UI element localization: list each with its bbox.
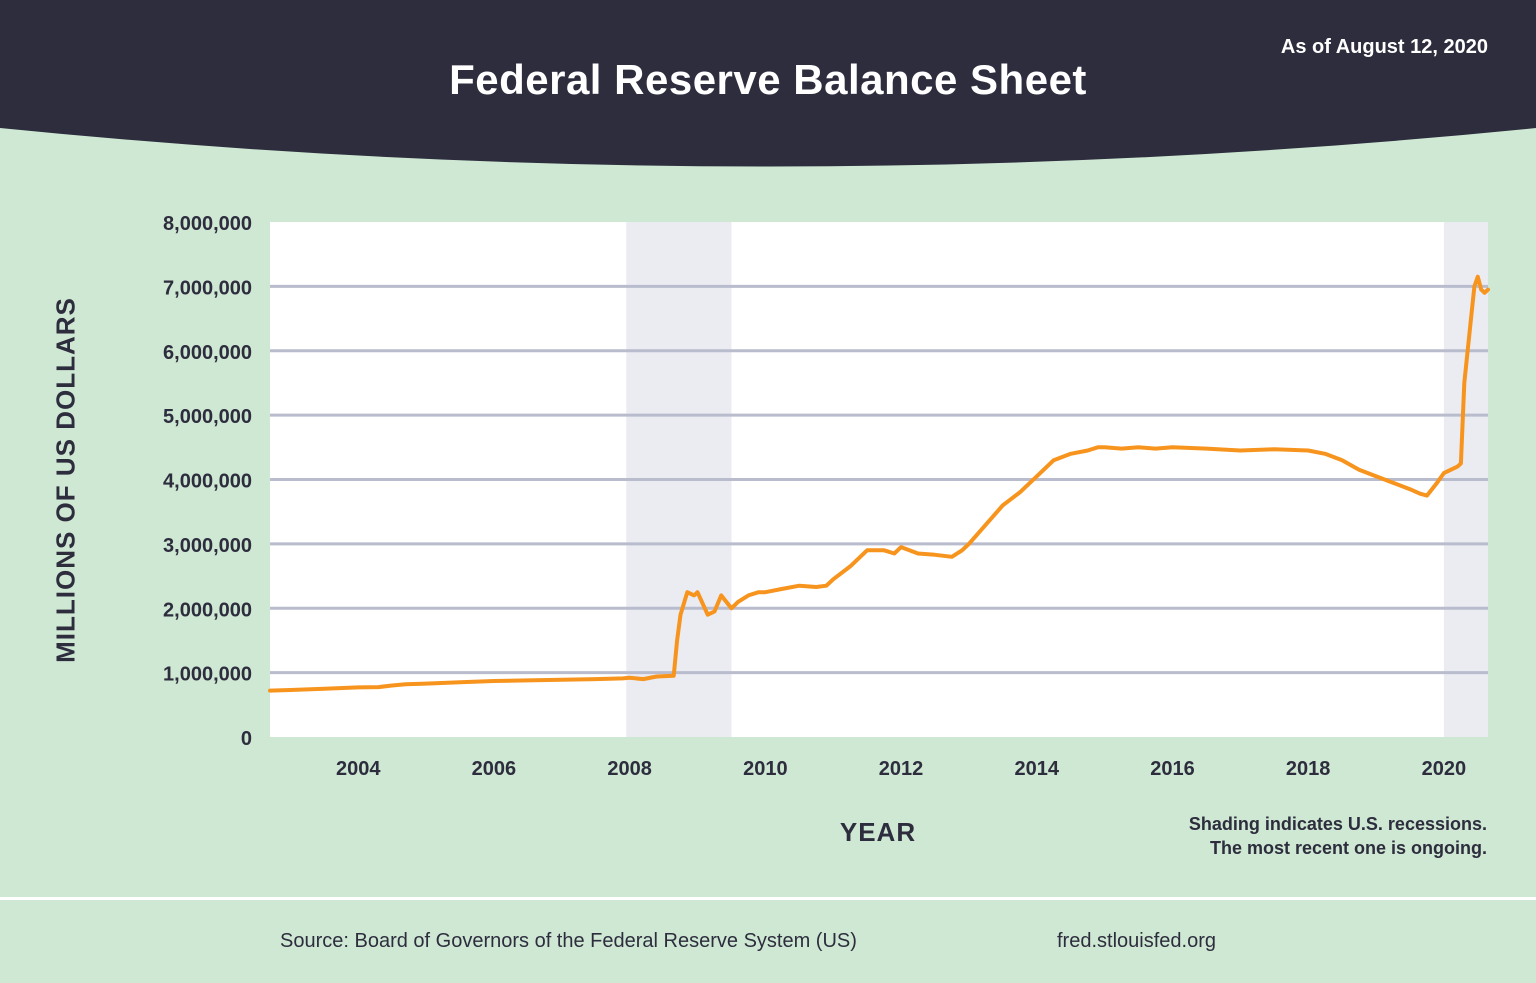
header-banner: [0, 0, 1536, 167]
series-line-1: [268, 274, 1490, 693]
x-tick-label: 2006: [472, 758, 517, 780]
y-tick-label: 6,000,000: [163, 342, 252, 364]
footer-url[interactable]: fred.stlouisfed.org: [1057, 930, 1216, 952]
y-tick-label: 0: [241, 728, 252, 750]
footer-background: [0, 900, 1536, 983]
y-tick-label: 1,000,000: [163, 664, 252, 686]
as-of-date: As of August 12, 2020: [1280, 36, 1488, 58]
y-tick-label: 2,000,000: [163, 599, 252, 621]
y-tick-label: 4,000,000: [163, 471, 252, 493]
chart-title: Federal Reserve Balance Sheet: [449, 56, 1087, 103]
footer-divider: [0, 897, 1536, 900]
footer-source: Source: Board of Governors of the Federa…: [280, 930, 857, 952]
x-tick-label: 2020: [1422, 758, 1467, 780]
x-tick-label: 2014: [1015, 758, 1060, 780]
y-tick-label: 3,000,000: [163, 535, 252, 557]
y-tick-label: 5,000,000: [163, 406, 252, 428]
y-axis-title-text: MILLIONS OF US DOLLARS: [50, 297, 81, 663]
x-tick-label: 2016: [1150, 758, 1195, 780]
x-axis-title: YEAR: [839, 817, 917, 847]
recession-note: Shading indicates U.S. recessions. The m…: [1189, 812, 1487, 860]
y-tick-label: 7,000,000: [163, 277, 252, 299]
recession-note-line-2: The most recent one is ongoing.: [1209, 838, 1487, 858]
x-tick-label: 2012: [879, 758, 924, 780]
x-tick-label: 2004: [336, 758, 381, 780]
x-tick-label: 2018: [1286, 758, 1331, 780]
y-tick-label: 8,000,000: [163, 213, 252, 235]
x-tick-label: 2010: [743, 758, 788, 780]
recession-note-line-1: Shading indicates U.S. recessions.: [1188, 814, 1487, 834]
x-tick-label: 2008: [607, 758, 652, 780]
